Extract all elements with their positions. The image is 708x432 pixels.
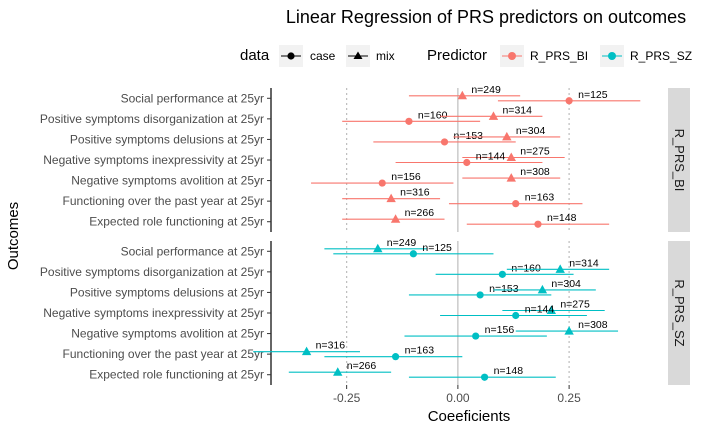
point-mix bbox=[373, 243, 383, 253]
facet-strip-0 bbox=[668, 88, 690, 232]
point-case bbox=[409, 250, 417, 258]
n-label: n=125 bbox=[578, 89, 608, 101]
n-label: n=249 bbox=[387, 237, 417, 249]
point-case bbox=[391, 353, 400, 361]
point-case bbox=[472, 332, 480, 340]
n-label: n=153 bbox=[454, 130, 484, 142]
y-tick-label: Expected role functioning at 25yr bbox=[89, 368, 264, 382]
facet-strip-1 bbox=[668, 241, 690, 385]
n-label: n=308 bbox=[578, 319, 608, 331]
point-mix bbox=[502, 131, 512, 141]
n-label: n=275 bbox=[560, 299, 590, 311]
n-label: n=153 bbox=[489, 283, 519, 295]
y-tick-label: Social performance at 25yr bbox=[121, 91, 264, 105]
plot-area: Social performance at 25yr Positive sympt… bbox=[40, 84, 690, 405]
point-case bbox=[440, 138, 449, 146]
x-tick-label: -0.25 bbox=[333, 391, 361, 405]
y-tick-label: Negative symptoms avolition at 25yr bbox=[71, 327, 264, 341]
point-mix bbox=[457, 90, 468, 100]
y-tick-label: Positive symptoms delusions at 25yr bbox=[70, 132, 264, 146]
chart-title: Linear Regression of PRS predictors on o… bbox=[286, 7, 686, 27]
n-label: n=266 bbox=[347, 360, 377, 372]
n-label: n=148 bbox=[494, 365, 524, 377]
point-mix bbox=[555, 264, 565, 273]
legend-key-point-sz bbox=[608, 52, 616, 60]
point-case bbox=[534, 220, 542, 228]
legend-title-predictor: Predictor bbox=[427, 47, 487, 64]
facet-strip-label: R_PRS_SZ bbox=[672, 279, 687, 346]
facet-strip-label: R_PRS_BI bbox=[672, 129, 687, 192]
y-tick-label: Negative symptoms avolition at 25yr bbox=[71, 174, 264, 188]
n-label: n=314 bbox=[502, 104, 532, 116]
legend-title-data: data bbox=[240, 47, 270, 64]
y-tick-label: Negative symptoms inexpressivity at 25yr bbox=[43, 306, 264, 320]
y-tick-label: Functioning over the past year at 25yr bbox=[63, 194, 264, 208]
n-label: n=275 bbox=[520, 146, 550, 158]
point-case bbox=[463, 158, 471, 167]
y-tick-label: Positive symptoms disorganization at 25y… bbox=[40, 112, 264, 126]
n-label: n=156 bbox=[485, 324, 515, 336]
point-mix bbox=[537, 284, 548, 294]
x-axis-title: Coeeficients bbox=[428, 408, 511, 425]
point-case bbox=[498, 270, 506, 278]
point-case bbox=[480, 373, 489, 381]
point-mix bbox=[390, 214, 401, 223]
y-tick-label: Positive symptoms disorganization at 25y… bbox=[40, 265, 264, 279]
y-tick-label: Positive symptoms delusions at 25yr bbox=[70, 285, 264, 299]
legend-key-point-bi bbox=[508, 52, 516, 60]
x-tick-label: 0.00 bbox=[446, 391, 470, 405]
n-label: n=316 bbox=[400, 187, 430, 199]
legend-label-mix: mix bbox=[376, 49, 395, 63]
y-tick-label: Social performance at 25yr bbox=[121, 244, 264, 258]
y-tick-label: Expected role functioning at 25yr bbox=[89, 215, 264, 229]
legend: data case mix Predictor R_PRS_BI R_PRS_S… bbox=[240, 45, 692, 67]
x-tick-label: 0.25 bbox=[557, 391, 581, 405]
point-mix bbox=[333, 367, 343, 376]
point-mix bbox=[564, 326, 574, 335]
n-label: n=160 bbox=[418, 109, 448, 121]
legend-label-sz: R_PRS_SZ bbox=[630, 49, 692, 63]
legend-label-case: case bbox=[310, 49, 336, 63]
y-axis-title: Outcomes bbox=[5, 202, 22, 270]
n-label: n=144 bbox=[525, 304, 555, 316]
n-label: n=308 bbox=[520, 166, 550, 178]
point-case bbox=[378, 179, 386, 187]
legend-label-bi: R_PRS_BI bbox=[530, 49, 588, 63]
n-label: n=163 bbox=[525, 192, 555, 204]
point-mix bbox=[386, 193, 396, 203]
point-mix bbox=[301, 346, 312, 356]
point-case bbox=[476, 291, 484, 299]
legend-key-circle bbox=[287, 52, 295, 60]
point-case bbox=[512, 200, 520, 208]
n-label: n=125 bbox=[422, 242, 452, 254]
point-case bbox=[405, 117, 413, 125]
legend-key-triangle bbox=[353, 51, 363, 59]
point-mix bbox=[488, 111, 499, 120]
n-label: n=314 bbox=[569, 257, 599, 269]
n-label: n=163 bbox=[405, 345, 435, 357]
n-label: n=156 bbox=[391, 171, 421, 183]
n-label: n=266 bbox=[405, 207, 435, 219]
point-mix bbox=[546, 305, 557, 314]
point-mix bbox=[506, 152, 516, 161]
n-label: n=148 bbox=[547, 212, 577, 224]
n-label: n=249 bbox=[471, 84, 501, 96]
y-tick-label: Negative symptoms inexpressivity at 25yr bbox=[43, 153, 264, 167]
point-mix bbox=[506, 173, 516, 182]
n-label: n=160 bbox=[511, 262, 541, 274]
point-case bbox=[512, 311, 520, 320]
n-label: n=316 bbox=[316, 340, 346, 352]
point-case bbox=[565, 97, 573, 105]
n-label: n=144 bbox=[476, 151, 506, 163]
n-label: n=304 bbox=[516, 125, 546, 137]
n-label: n=304 bbox=[551, 278, 581, 290]
y-tick-label: Functioning over the past year at 25yr bbox=[63, 347, 264, 361]
